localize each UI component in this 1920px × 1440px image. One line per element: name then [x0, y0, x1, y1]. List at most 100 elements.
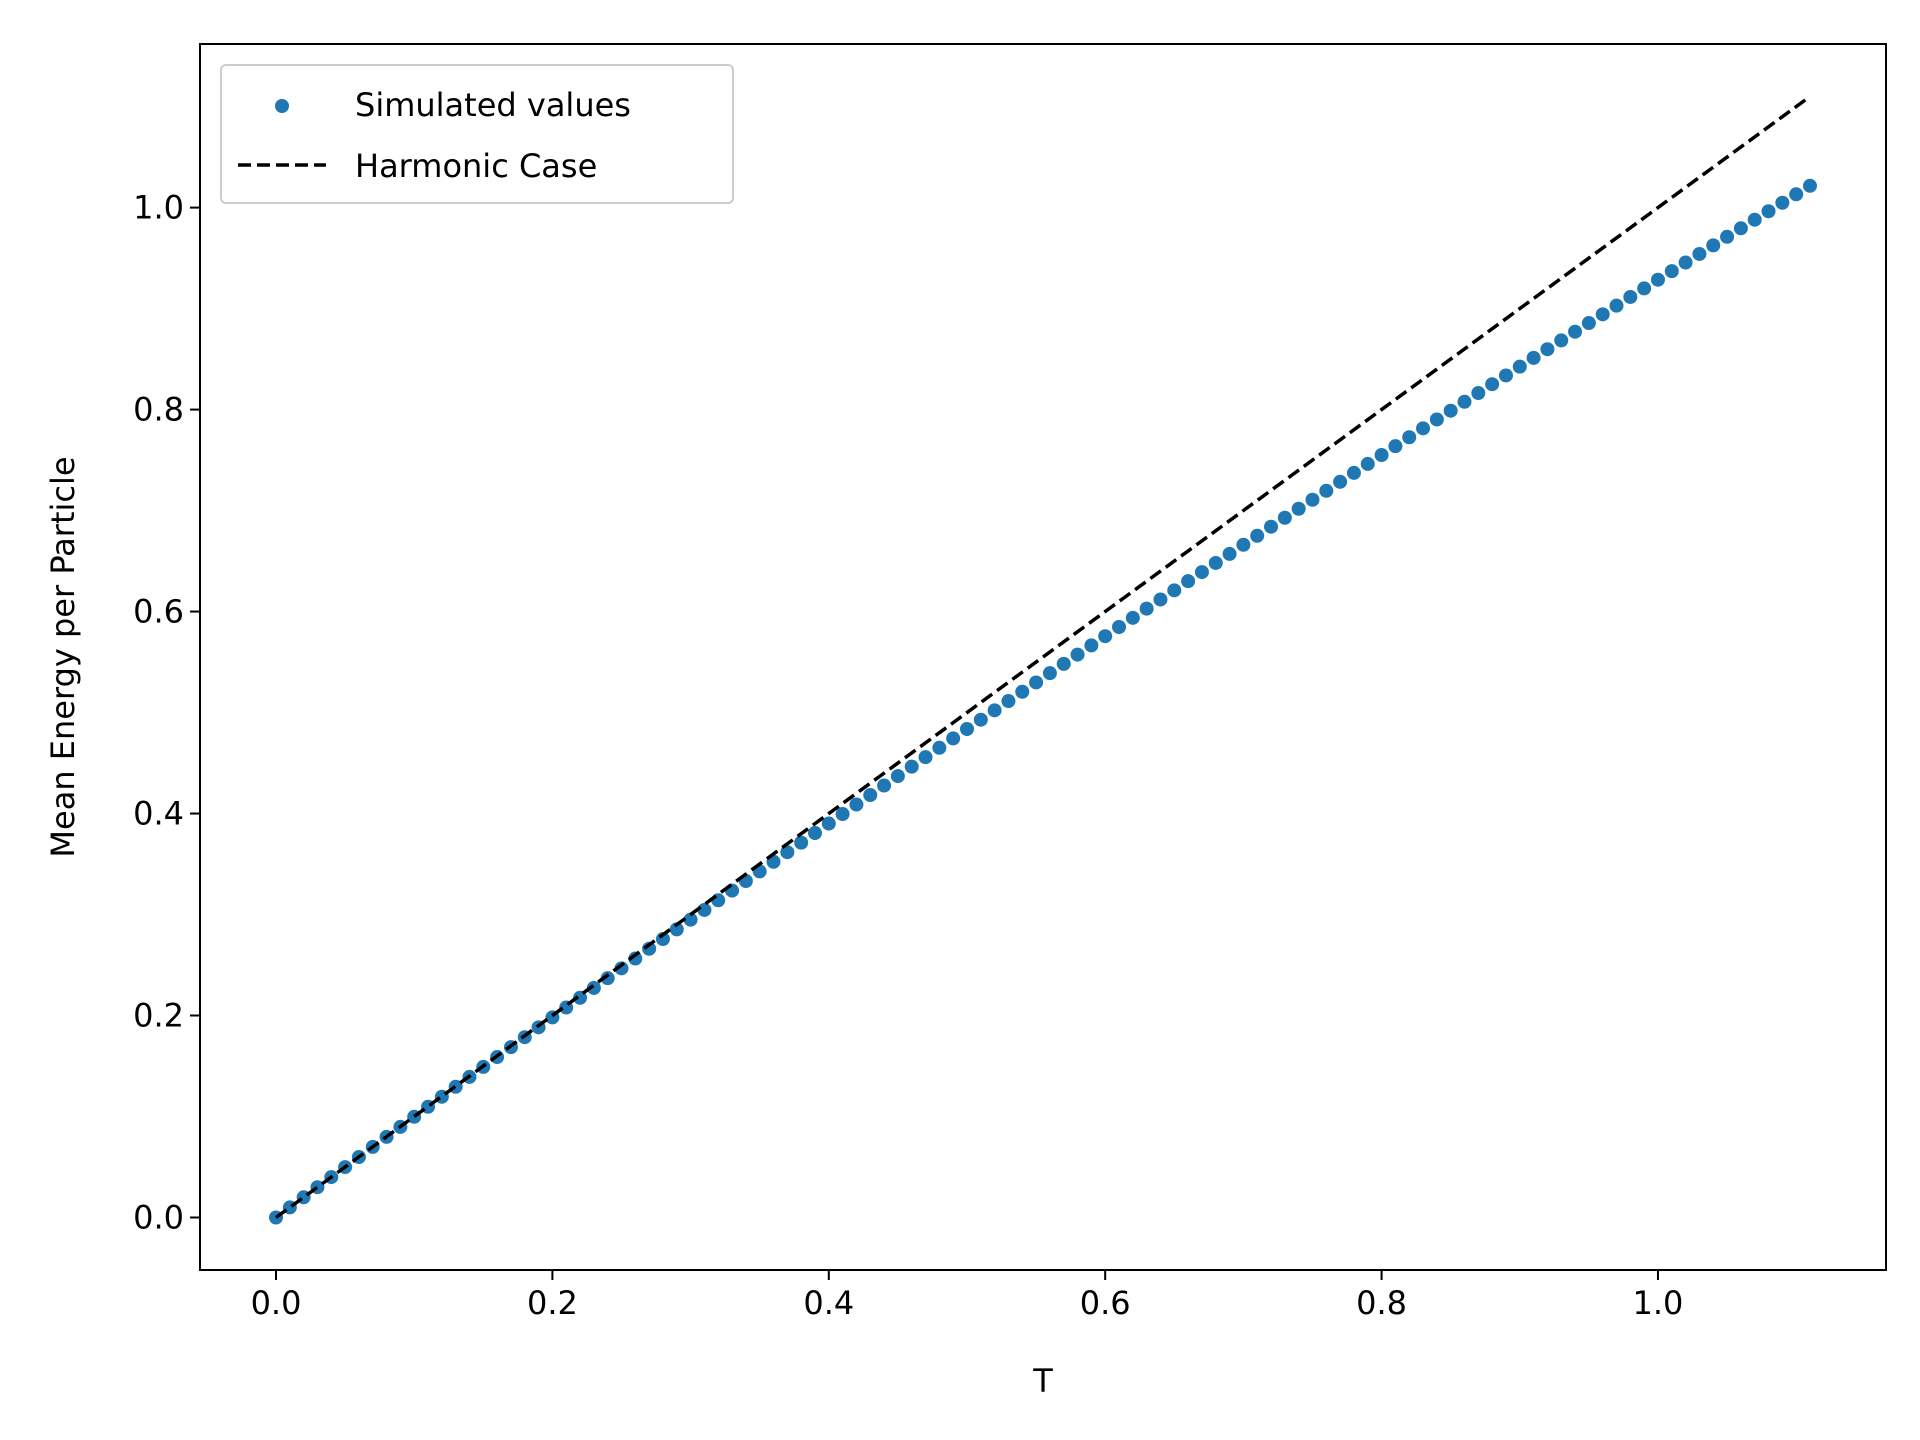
simulated-point — [959, 722, 974, 736]
simulated-point — [1153, 592, 1168, 607]
simulated-point — [1042, 666, 1057, 681]
simulated-point — [1222, 546, 1237, 561]
simulated-point — [1125, 610, 1140, 625]
simulated-point — [1650, 272, 1665, 287]
simulated-point — [1236, 537, 1251, 552]
x-tick-label: 0.8 — [1356, 1284, 1407, 1322]
simulated-point — [807, 826, 822, 841]
simulated-point — [1416, 421, 1431, 436]
simulated-point — [1250, 528, 1265, 543]
simulated-point — [1789, 187, 1804, 202]
simulated-point — [1333, 474, 1348, 489]
simulated-point — [1540, 342, 1555, 357]
simulated-point — [1181, 574, 1196, 589]
simulated-point — [1568, 324, 1583, 339]
legend: Simulated values Harmonic Case — [220, 64, 734, 204]
simulated-point — [1015, 684, 1030, 699]
simulated-point — [1637, 281, 1652, 296]
simulated-point — [1056, 656, 1071, 671]
simulated-point — [1084, 638, 1099, 653]
legend-marker-simulated-values — [275, 99, 289, 113]
simulated-point — [1802, 178, 1817, 193]
simulated-point — [1443, 403, 1458, 418]
simulated-point — [863, 788, 878, 803]
simulated-point — [628, 951, 643, 966]
y-tick-label: 0.2 — [133, 997, 184, 1035]
x-tick-label: 1.0 — [1633, 1284, 1684, 1322]
simulated-point — [1678, 255, 1693, 270]
simulated-point — [683, 912, 698, 927]
simulated-point — [1208, 555, 1223, 570]
harmonic-case-line — [274, 95, 1812, 1219]
x-tick-label: 0.6 — [1080, 1284, 1131, 1322]
simulated-point — [1070, 647, 1085, 662]
legend-label-simulated-values: Simulated values — [355, 86, 631, 124]
simulated-point — [1775, 195, 1790, 210]
simulated-point — [877, 778, 892, 793]
simulated-point — [1720, 229, 1735, 244]
y-tick-label: 0.4 — [133, 795, 184, 833]
legend-box — [220, 64, 734, 204]
legend-label-harmonic-case: Harmonic Case — [355, 147, 597, 185]
x-axis: 0.0 0.2 0.4 0.6 0.8 1.0 — [251, 1270, 1684, 1322]
simulated-point — [1305, 492, 1320, 507]
y-axis-label: Mean Energy per Particle — [44, 456, 82, 857]
simulated-point — [1512, 359, 1527, 374]
x-tick-label: 0.2 — [527, 1284, 578, 1322]
simulated-point — [1471, 386, 1486, 401]
simulated-point — [1664, 264, 1679, 279]
simulated-point — [1264, 519, 1279, 534]
simulated-point — [1761, 204, 1776, 219]
x-tick-label: 0.0 — [251, 1284, 302, 1322]
simulated-point — [973, 712, 988, 727]
simulated-point — [1457, 394, 1472, 409]
y-tick-label: 0.0 — [133, 1198, 184, 1236]
simulated-point — [1346, 465, 1361, 480]
simulated-point — [697, 902, 712, 917]
simulated-point — [1706, 238, 1721, 253]
y-tick-label: 0.6 — [133, 593, 184, 631]
simulated-point — [1139, 601, 1154, 616]
simulated-point — [987, 703, 1002, 718]
simulated-point — [1554, 333, 1569, 348]
simulated-point — [918, 750, 933, 765]
simulated-point — [1112, 620, 1127, 635]
y-tick-label: 0.8 — [133, 391, 184, 429]
simulated-point — [1595, 307, 1610, 322]
simulated-point — [1581, 316, 1596, 331]
simulated-point — [1402, 430, 1417, 445]
simulated-point — [1001, 694, 1016, 709]
simulated-point — [932, 740, 947, 755]
simulated-point — [1609, 298, 1624, 313]
simulated-point — [1498, 368, 1513, 383]
y-axis: 0.0 0.2 0.4 0.6 0.8 1.0 — [133, 189, 200, 1236]
simulated-point — [1526, 350, 1541, 365]
axes-frame — [199, 43, 1887, 1271]
simulated-point — [1733, 221, 1748, 236]
simulated-point — [835, 807, 850, 822]
simulated-point — [711, 893, 726, 908]
simulated-point — [600, 971, 615, 986]
simulated-point — [849, 797, 864, 812]
simulated-point — [1374, 448, 1389, 463]
simulated-point — [1029, 675, 1044, 690]
plot-marks — [269, 95, 1817, 1225]
simulated-point — [1167, 583, 1182, 598]
simulated-point — [1623, 289, 1638, 304]
simulated-point — [1277, 510, 1292, 525]
y-tick-label: 1.0 — [133, 189, 184, 227]
simulated-point — [890, 769, 905, 784]
simulated-point — [904, 759, 919, 774]
simulated-point — [780, 845, 795, 860]
simulated-point — [1485, 377, 1500, 392]
simulated-point — [1291, 501, 1306, 516]
simulated-point — [1692, 246, 1707, 261]
x-axis-label: T — [1032, 1362, 1053, 1400]
simulated-point — [586, 980, 601, 995]
simulated-point — [1360, 456, 1375, 471]
simulated-point — [821, 816, 836, 831]
simulated-point — [1319, 483, 1334, 498]
simulated-point — [794, 835, 809, 850]
